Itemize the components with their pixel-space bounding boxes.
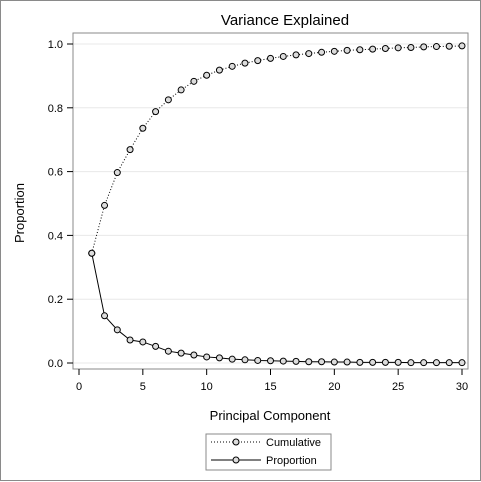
data-point-cumulative — [113, 169, 121, 177]
data-point-cumulative — [228, 62, 236, 70]
data-point-cumulative — [432, 43, 440, 51]
data-point-cumulative — [190, 77, 198, 85]
data-point-proportion — [407, 359, 415, 367]
data-point-cumulative — [177, 86, 185, 94]
data-point-proportion — [152, 342, 160, 350]
data-point-cumulative — [458, 42, 466, 50]
plot-area-border — [72, 32, 469, 370]
data-point-cumulative — [215, 66, 223, 74]
data-point-proportion — [203, 353, 211, 361]
data-point-cumulative — [101, 201, 109, 209]
data-point-cumulative — [292, 51, 300, 59]
y-tick-label: 0.4 — [48, 230, 63, 242]
data-point-proportion — [164, 347, 172, 355]
data-point-proportion — [369, 358, 377, 366]
data-point-proportion — [215, 354, 223, 362]
legend: Cumulative Proportion — [205, 433, 332, 471]
data-point-proportion — [445, 359, 453, 367]
legend-box — [205, 433, 332, 471]
data-point-proportion — [381, 358, 389, 366]
data-point-cumulative — [330, 47, 338, 55]
legend-marker-proportion — [232, 456, 240, 464]
data-point-proportion — [267, 357, 274, 365]
x-tick-label: 25 — [392, 381, 404, 393]
x-tick-label: 30 — [456, 381, 468, 393]
data-point-cumulative — [203, 71, 211, 79]
data-point-proportion — [139, 338, 147, 346]
x-tick-label: 20 — [328, 381, 340, 393]
data-point-proportion — [241, 356, 249, 364]
data-point-proportion — [126, 336, 134, 344]
y-tick-label: 0.8 — [48, 103, 63, 115]
x-tick-label: 15 — [264, 381, 276, 393]
data-point-cumulative — [126, 146, 134, 154]
series-line-proportion — [91, 253, 462, 364]
data-point-cumulative — [381, 44, 389, 52]
data-point-proportion — [190, 351, 198, 359]
data-point-proportion — [305, 358, 313, 366]
data-point-cumulative — [241, 59, 249, 67]
data-point-cumulative — [164, 96, 172, 104]
data-point-cumulative — [318, 48, 326, 56]
legend-label-proportion: Proportion — [266, 455, 317, 467]
y-axis-label: Proportion — [12, 183, 27, 243]
data-point-cumulative — [254, 57, 262, 65]
data-point-cumulative — [445, 42, 453, 50]
legend-marker-cumulative — [232, 438, 240, 446]
series-layer — [88, 42, 466, 367]
x-tick-label: 0 — [76, 381, 82, 393]
data-point-cumulative — [139, 124, 147, 132]
data-point-proportion — [228, 355, 236, 363]
data-point-cumulative — [152, 108, 160, 116]
data-point-cumulative — [394, 44, 402, 52]
data-point-proportion — [177, 349, 185, 357]
x-tick-label: 10 — [201, 381, 213, 393]
data-point-cumulative — [279, 52, 287, 60]
y-tick-label: 0.6 — [48, 167, 63, 179]
data-point-cumulative — [343, 46, 351, 54]
y-axis: 0.0 0.2 0.4 0.6 0.8 1.0 — [48, 39, 73, 370]
grid-lines — [73, 43, 468, 364]
data-point-proportion — [330, 358, 338, 366]
y-tick-label: 1.0 — [48, 39, 63, 51]
data-point-proportion — [356, 358, 364, 366]
data-point-cumulative — [356, 46, 364, 54]
data-point-proportion — [101, 312, 109, 320]
data-point-proportion — [432, 359, 440, 367]
legend-label-cumulative: Cumulative — [266, 437, 321, 449]
data-point-cumulative — [407, 44, 415, 52]
data-point-proportion — [458, 359, 466, 367]
data-point-proportion — [318, 358, 326, 366]
y-tick-label: 0.2 — [48, 294, 63, 306]
data-point-cumulative — [305, 50, 313, 58]
data-point-proportion — [279, 357, 287, 365]
data-point-proportion — [343, 358, 351, 366]
series-line-cumulative — [91, 45, 463, 254]
chart-title: Variance Explained — [221, 12, 349, 29]
x-tick-label: 5 — [140, 381, 146, 393]
data-point-proportion — [113, 326, 121, 334]
y-tick-label: 0.0 — [48, 358, 63, 370]
data-point-cumulative — [369, 45, 377, 53]
x-axis: 0 5 10 15 20 25 30 — [76, 369, 468, 393]
data-point-proportion — [394, 358, 402, 366]
data-point-proportion — [254, 356, 262, 364]
data-point-proportion — [88, 249, 96, 257]
data-point-cumulative — [420, 43, 428, 51]
data-point-proportion — [292, 357, 300, 365]
x-axis-label: Principal Component — [210, 408, 331, 423]
data-point-proportion — [420, 359, 428, 367]
data-point-cumulative — [267, 54, 274, 62]
